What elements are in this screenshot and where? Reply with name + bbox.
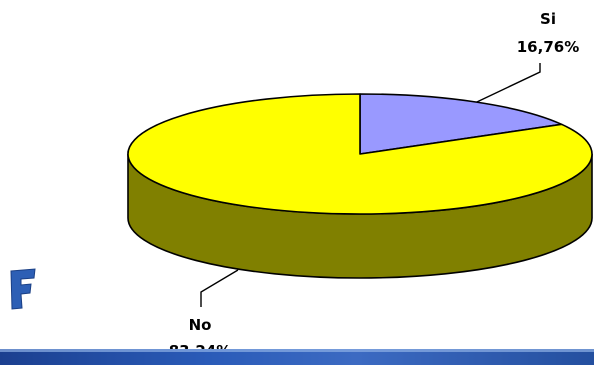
leader-line-no — [200, 269, 239, 307]
f-logo-icon — [10, 268, 36, 310]
pie-slice-no — [127, 93, 593, 215]
footer-band — [0, 349, 594, 365]
data-label-si-value: 16,76% — [517, 38, 579, 56]
leader-line-si — [476, 63, 541, 103]
data-label-si-name: Si — [540, 10, 556, 28]
data-label-no-name: No — [189, 316, 212, 334]
